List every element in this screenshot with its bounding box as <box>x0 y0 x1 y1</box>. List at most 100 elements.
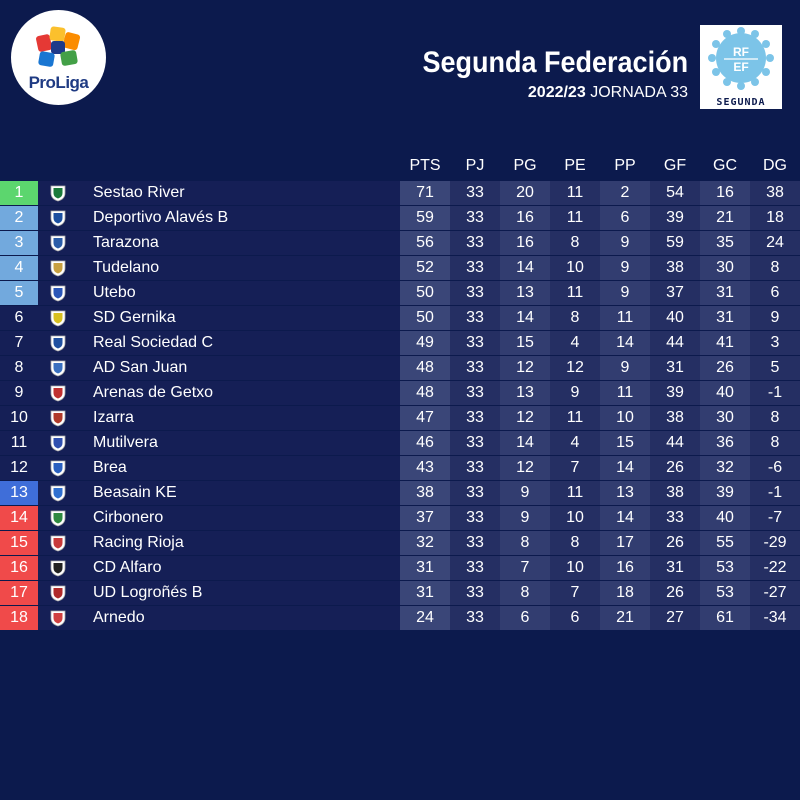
column-shade <box>500 581 550 605</box>
stat-gc: 30 <box>716 409 734 426</box>
position-cell: 18 <box>0 606 38 630</box>
rfef-badge: RF EF SEGUNDA <box>700 25 782 109</box>
column-shade <box>600 606 650 630</box>
position-cell: 9 <box>0 381 38 405</box>
column-shade <box>700 481 750 505</box>
column-shade <box>750 281 800 305</box>
stat-pp: 9 <box>620 359 630 376</box>
column-shade <box>650 431 700 455</box>
stat-pp: 13 <box>616 484 634 501</box>
team-crest-icon <box>50 185 66 202</box>
column-shade <box>600 206 650 230</box>
column-shade <box>550 181 600 205</box>
stat-gf: 26 <box>666 459 684 476</box>
team-crest-icon <box>50 510 66 527</box>
stat-dg: 9 <box>770 309 780 326</box>
rfef-bottom-letters: EF <box>733 60 748 74</box>
stat-pg: 16 <box>516 234 534 251</box>
stat-gc: 53 <box>716 559 734 576</box>
team-name: Utebo <box>93 284 136 301</box>
column-shade <box>450 306 500 330</box>
column-shade <box>600 431 650 455</box>
column-shade <box>400 431 450 455</box>
stat-gf: 26 <box>666 584 684 601</box>
column-shade <box>400 231 450 255</box>
stat-pp: 18 <box>616 584 634 601</box>
stat-dg: 38 <box>766 184 784 201</box>
stat-gf: 38 <box>666 409 684 426</box>
stat-dg: -1 <box>767 484 783 501</box>
stat-pp: 11 <box>616 309 634 326</box>
stat-pg: 14 <box>516 434 534 451</box>
column-shade <box>450 406 500 430</box>
stat-pg: 13 <box>516 384 534 401</box>
column-shade <box>750 556 800 580</box>
column-shade <box>550 381 600 405</box>
table-row: 8 AD San Juan 48 33 12 12 9 31 26 5 <box>0 356 800 380</box>
column-shade <box>550 456 600 480</box>
stat-dg: 3 <box>770 334 780 351</box>
column-shade <box>450 431 500 455</box>
column-shade <box>700 556 750 580</box>
column-shade <box>650 506 700 530</box>
column-shade <box>700 456 750 480</box>
column-shade <box>750 431 800 455</box>
column-shade <box>550 531 600 555</box>
column-shade <box>500 356 550 380</box>
column-shade <box>750 506 800 530</box>
column-shade <box>600 556 650 580</box>
column-shade <box>750 256 800 280</box>
column-shade <box>650 456 700 480</box>
stat-gc: 36 <box>716 434 734 451</box>
team-name: Arnedo <box>93 609 145 626</box>
stat-gc: 53 <box>716 584 734 601</box>
table-row: 14 Cirbonero 37 33 9 10 14 33 40 -7 <box>0 506 800 530</box>
column-shade <box>400 381 450 405</box>
column-shade <box>700 606 750 630</box>
column-shade <box>600 581 650 605</box>
stat-pg: 14 <box>516 259 534 276</box>
column-shade <box>450 231 500 255</box>
team-crest-icon <box>50 235 66 252</box>
stat-pj: 33 <box>466 509 484 526</box>
stat-gc: 31 <box>716 309 734 326</box>
column-shade <box>550 331 600 355</box>
team-crest-icon <box>50 410 66 427</box>
stat-pj: 33 <box>466 359 484 376</box>
stat-pj: 33 <box>466 184 484 201</box>
stat-gf: 44 <box>666 334 684 351</box>
column-shade <box>650 556 700 580</box>
stat-pp: 2 <box>620 184 630 201</box>
stat-pg: 16 <box>516 209 534 226</box>
column-shade <box>650 181 700 205</box>
column-shade <box>500 231 550 255</box>
column-shade <box>450 481 500 505</box>
stat-pj: 33 <box>466 584 484 601</box>
column-shade <box>400 181 450 205</box>
team-crest-icon <box>50 585 66 602</box>
page-title: Segunda Federación <box>422 46 688 79</box>
stat-gf: 44 <box>666 434 684 451</box>
stat-pts: 52 <box>416 259 434 276</box>
team-name: Cirbonero <box>93 509 164 526</box>
stat-pts: 47 <box>416 409 434 426</box>
stat-pp: 9 <box>620 234 630 251</box>
column-shade <box>700 531 750 555</box>
stat-pg: 14 <box>516 309 534 326</box>
stat-pp: 11 <box>616 384 634 401</box>
stat-pp: 14 <box>616 334 634 351</box>
column-shade <box>450 581 500 605</box>
stat-pe: 6 <box>570 609 580 626</box>
stat-pe: 12 <box>566 359 584 376</box>
position-cell: 11 <box>0 431 38 455</box>
team-name: CD Alfaro <box>93 559 162 576</box>
position-cell: 13 <box>0 481 38 505</box>
col-header-pp: PP <box>614 157 636 174</box>
column-shade <box>500 281 550 305</box>
stat-pe: 4 <box>570 334 580 351</box>
table-row: 12 Brea 43 33 12 7 14 26 32 -6 <box>0 456 800 480</box>
stat-pg: 9 <box>520 509 530 526</box>
column-shade <box>450 331 500 355</box>
stat-gf: 33 <box>666 509 684 526</box>
column-shade <box>550 306 600 330</box>
